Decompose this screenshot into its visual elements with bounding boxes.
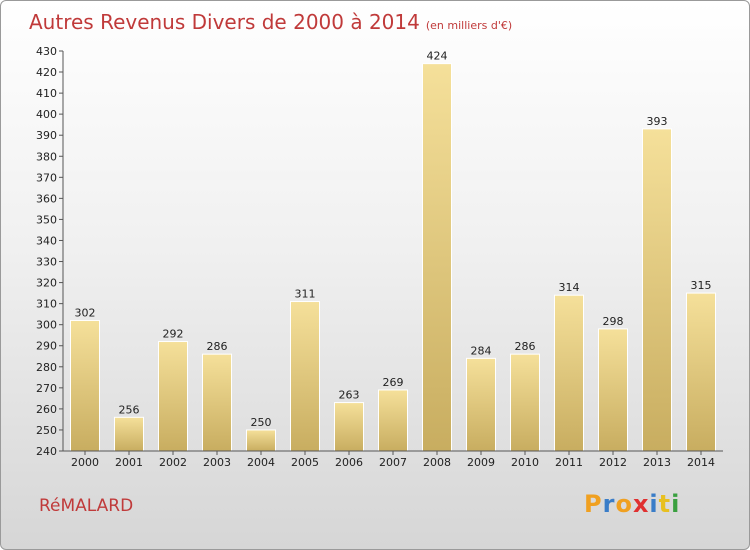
x-tick-label: 2013 xyxy=(643,456,671,469)
bar-value-label: 269 xyxy=(383,376,404,389)
y-tick-label: 330 xyxy=(36,256,57,269)
bar-2005 xyxy=(290,301,320,452)
y-tick-label: 280 xyxy=(36,361,57,374)
x-tick-label: 2008 xyxy=(423,456,451,469)
logo-letter: x xyxy=(632,490,650,518)
logo-letter: r xyxy=(602,490,616,518)
x-tick-label: 2005 xyxy=(291,456,319,469)
y-tick-label: 360 xyxy=(36,192,57,205)
bar-2008 xyxy=(422,63,452,452)
x-tick-label: 2004 xyxy=(247,456,275,469)
y-tick-label: 420 xyxy=(36,66,57,79)
y-axis: 240 250 260 270 280 290 300 310 320 330 340 350 360 3… xyxy=(36,45,64,458)
logo-letter: o xyxy=(615,490,633,518)
bar-value-label: 250 xyxy=(251,416,272,429)
x-tick-label: 2010 xyxy=(511,456,539,469)
bar-2009 xyxy=(466,357,496,452)
x-tick-label: 2006 xyxy=(335,456,363,469)
bar-value-label: 311 xyxy=(295,288,316,301)
y-tick-label: 250 xyxy=(36,424,57,437)
bar-2010 xyxy=(510,353,540,452)
bar-2013 xyxy=(642,128,672,452)
logo-letter: i xyxy=(649,490,659,518)
y-tick-label: 240 xyxy=(36,445,57,458)
bar-value-label: 256 xyxy=(119,403,140,416)
bar-2002 xyxy=(158,341,188,452)
x-tick-label: 2009 xyxy=(467,456,495,469)
y-tick-label: 410 xyxy=(36,87,57,100)
y-tick-label: 390 xyxy=(36,129,57,142)
bar-value-label: 315 xyxy=(691,279,712,292)
bar-2001 xyxy=(114,416,144,452)
bar-2006 xyxy=(334,402,364,452)
bar-2004 xyxy=(246,429,276,452)
logo-letter: P xyxy=(584,490,603,518)
x-tick-label: 2000 xyxy=(71,456,99,469)
bar-2014 xyxy=(686,292,716,452)
y-tick-label: 260 xyxy=(36,403,57,416)
bar-value-label: 286 xyxy=(207,340,228,353)
y-tick-label: 350 xyxy=(36,213,57,226)
logo-letter: t xyxy=(658,490,672,518)
bar-2007 xyxy=(378,389,408,452)
bar-value-label: 286 xyxy=(515,340,536,353)
bar-value-label: 298 xyxy=(603,315,624,328)
bar-2011 xyxy=(554,294,584,452)
chart-unit: (en milliers d'€) xyxy=(425,19,513,32)
x-tick-label: 2014 xyxy=(687,456,715,469)
bar-value-label: 292 xyxy=(163,328,184,341)
y-tick-label: 290 xyxy=(36,340,57,353)
y-tick-label: 310 xyxy=(36,298,57,311)
x-tick-label: 2007 xyxy=(379,456,407,469)
chart-title-text: Autres Revenus Divers de 2000 à 2014 xyxy=(29,10,420,34)
chart-title: Autres Revenus Divers de 2000 à 2014 (en … xyxy=(29,10,512,34)
y-tick-label: 370 xyxy=(36,171,57,184)
bar-2012 xyxy=(598,328,628,452)
bar-2003 xyxy=(202,353,232,452)
x-tick-label: 2001 xyxy=(115,456,143,469)
bar-value-label: 302 xyxy=(75,306,96,319)
y-tick-label: 400 xyxy=(36,108,57,121)
y-tick-label: 340 xyxy=(36,234,57,247)
y-tick-label: 300 xyxy=(36,319,57,332)
bar-value-label: 284 xyxy=(471,344,492,357)
bar-value-label: 393 xyxy=(647,115,668,128)
y-tick-label: 430 xyxy=(36,45,57,58)
bar-value-label: 314 xyxy=(559,281,580,294)
x-tick-label: 2002 xyxy=(159,456,187,469)
x-axis: 2000 2001 2002 2003 2004 2005 2006 2007 2008 2009… xyxy=(63,450,723,469)
x-tick-label: 2003 xyxy=(203,456,231,469)
bar-2000 xyxy=(70,319,100,452)
x-tick-label: 2011 xyxy=(555,456,583,469)
y-tick-label: 270 xyxy=(36,382,57,395)
commune-name: RéMALARD xyxy=(39,496,134,516)
x-tick-label: 2012 xyxy=(599,456,627,469)
bars: 302 256 292 286 250 311 263 269 424 284 286 314 298 3… xyxy=(70,50,716,452)
bar-value-label: 263 xyxy=(339,389,360,402)
y-tick-label: 380 xyxy=(36,150,57,163)
logo-letter: i xyxy=(671,490,681,518)
y-tick-label: 320 xyxy=(36,277,57,290)
bar-value-label: 424 xyxy=(427,50,448,63)
proxiti-logo: Proxiti xyxy=(584,490,680,518)
